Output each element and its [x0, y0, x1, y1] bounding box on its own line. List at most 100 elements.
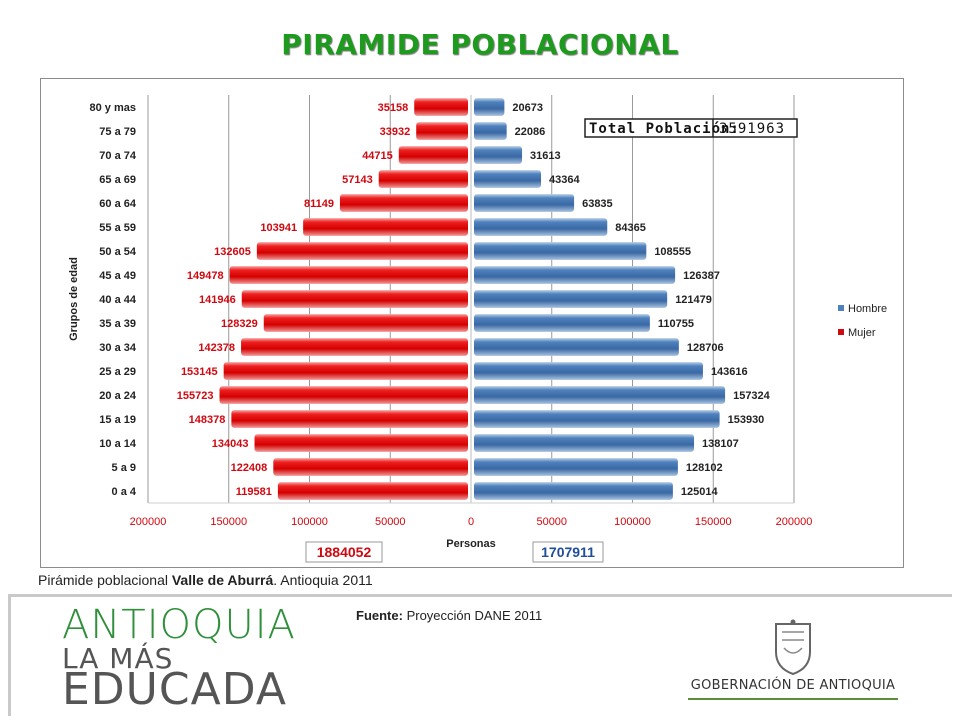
bar-mujer: [229, 266, 468, 284]
data-label-mujer: 148378: [189, 414, 226, 426]
data-label-mujer: 128329: [221, 318, 258, 330]
data-label-mujer: 81149: [304, 198, 334, 210]
bar-hombre: [474, 434, 695, 452]
y-tick-label: 30 a 34: [99, 342, 137, 354]
total-mujer: 1884052: [317, 544, 372, 560]
bar-hombre: [474, 170, 542, 188]
source-note: Fuente: Proyección DANE 2011: [356, 608, 542, 623]
y-tick-label: 75 a 79: [99, 126, 136, 138]
x-tick-label: 100000: [614, 516, 651, 528]
total-hombre-box: [532, 541, 604, 563]
y-tick-label: 60 a 64: [99, 198, 137, 210]
x-tick-label: 100000: [291, 516, 328, 528]
coat-of-arms-icon: [775, 619, 811, 676]
bar-hombre: [474, 362, 703, 380]
bar-hombre: [474, 242, 647, 260]
data-label-hombre: 110755: [658, 318, 694, 330]
caption-suffix: . Antioquia 2011: [273, 572, 373, 588]
y-tick-label: 10 a 14: [99, 438, 137, 450]
data-label-mujer: 134043: [212, 438, 249, 450]
antioquia-educada-logo: ANTIOQUIA LA MÁS EDUCADA: [62, 602, 322, 715]
bar-hombre: [474, 218, 608, 236]
bar-mujer: [277, 482, 468, 500]
data-label-mujer: 119581: [236, 486, 272, 498]
data-label-hombre: 20673: [512, 102, 543, 114]
x-tick-label: 50000: [375, 516, 406, 528]
bar-mujer: [219, 386, 468, 404]
data-label-hombre: 63835: [582, 198, 613, 210]
gobernacion-logo: GOBERNACIÓN DE ANTIOQUIA: [688, 618, 898, 708]
bar-hombre: [474, 266, 676, 284]
data-label-mujer: 57143: [342, 174, 373, 186]
x-tick-label: 50000: [536, 516, 567, 528]
bar-mujer: [254, 434, 468, 452]
x-tick-label: 0: [468, 516, 474, 528]
y-tick-label: 65 a 69: [99, 174, 136, 186]
bar-hombre: [474, 386, 726, 404]
bar-mujer: [273, 458, 468, 476]
bar-mujer: [339, 194, 468, 212]
bar-hombre: [474, 314, 650, 332]
data-label-hombre: 108555: [654, 246, 691, 258]
data-label-mujer: 44715: [362, 150, 393, 162]
logo-line-2: LA MÁS: [62, 642, 174, 675]
y-tick-label: 55 a 59: [99, 222, 136, 234]
y-tick-label: 35 a 39: [99, 318, 136, 330]
bar-mujer: [303, 218, 468, 236]
y-tick-label: 0 a 4: [112, 486, 137, 498]
data-label-hombre: 128102: [686, 462, 723, 474]
legend-label-mujer: Mujer: [848, 327, 876, 339]
chart-caption: Pirámide poblacional Valle de Aburrá. An…: [38, 572, 373, 588]
bar-mujer: [416, 122, 468, 140]
data-label-hombre: 125014: [681, 486, 719, 498]
bar-hombre: [474, 458, 678, 476]
data-label-mujer: 153145: [181, 366, 218, 378]
total-label: Total Población:: [589, 121, 740, 137]
x-axis-title: Personas: [446, 538, 496, 550]
y-tick-label: 25 a 29: [99, 366, 136, 378]
bar-mujer: [378, 170, 468, 188]
bar-mujer: [223, 362, 468, 380]
data-label-hombre: 126387: [683, 270, 720, 282]
gobernacion-underline: [688, 698, 898, 700]
data-label-hombre: 22086: [515, 126, 546, 138]
data-label-mujer: 155723: [177, 390, 214, 402]
legend-swatch-hombre: [838, 305, 844, 311]
footer-panel: [8, 594, 952, 716]
source-text: Proyección DANE 2011: [406, 608, 543, 623]
total-mujer-box: [305, 541, 383, 563]
logo-line-3: EDUCADA: [62, 664, 287, 715]
bar-hombre: [474, 98, 505, 116]
y-tick-label: 20 a 24: [99, 390, 137, 402]
data-label-mujer: 132605: [214, 246, 251, 258]
caption-prefix: Pirámide poblacional: [38, 572, 168, 588]
bar-hombre: [474, 146, 523, 164]
data-label-mujer: 142378: [198, 342, 235, 354]
y-tick-label: 40 a 44: [99, 294, 137, 306]
bar-hombre: [474, 122, 507, 140]
data-label-mujer: 35158: [378, 102, 409, 114]
y-tick-label: 50 a 54: [99, 246, 137, 258]
bar-mujer: [241, 290, 468, 308]
total-hombre: 1707911: [541, 544, 595, 560]
x-tick-label: 200000: [130, 516, 167, 528]
data-label-mujer: 141946: [199, 294, 236, 306]
y-axis-title: Grupos de edad: [68, 257, 80, 341]
total-box: [584, 118, 798, 138]
population-pyramid-chart: 35158 20673 33932 22086 44715 31613 57143 43364…: [68, 95, 887, 563]
y-tick-label: 15 a 19: [99, 414, 136, 426]
data-label-hombre: 128706: [687, 342, 724, 354]
bar-hombre: [474, 194, 575, 212]
bar-hombre: [474, 338, 679, 356]
data-label-hombre: 138107: [702, 438, 739, 450]
bar-mujer: [263, 314, 468, 332]
bar-hombre: [474, 410, 720, 428]
logo-line-1: ANTIOQUIA: [62, 602, 296, 648]
gobernacion-text: GOBERNACIÓN DE ANTIOQUIA: [690, 678, 896, 693]
legend-label-hombre: Hombre: [848, 303, 887, 315]
chart-area: 35158 20673 33932 22086 44715 31613 57143 43364…: [40, 78, 904, 568]
bar-hombre: [474, 482, 673, 500]
page-title: PIRAMIDE POBLACIONAL: [281, 28, 679, 61]
x-tick-label: 150000: [210, 516, 247, 528]
data-label-mujer: 103941: [260, 222, 297, 234]
